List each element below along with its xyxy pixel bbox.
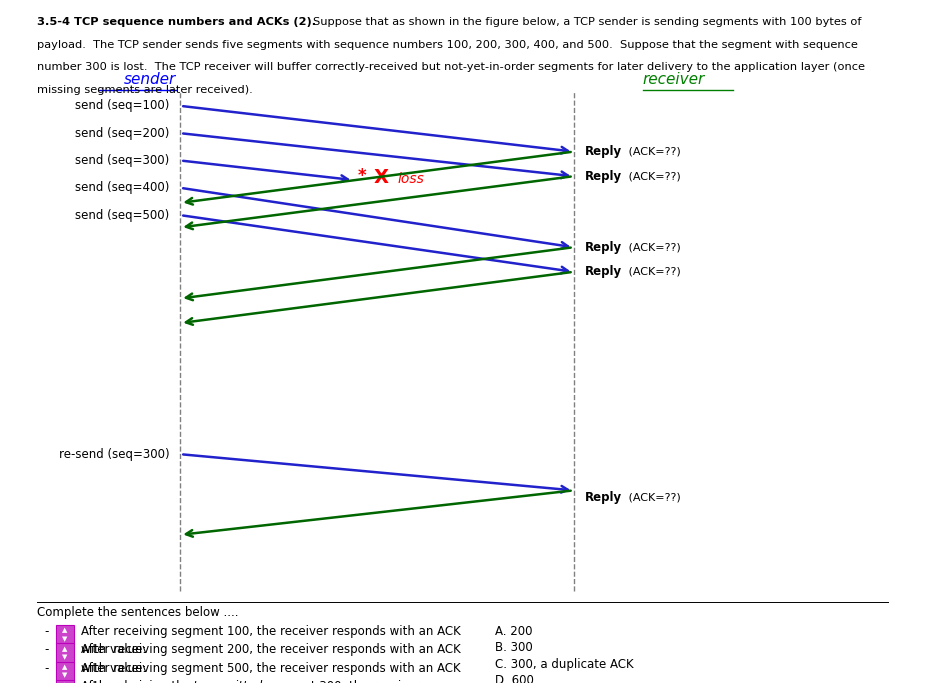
Text: (ACK=??): (ACK=??): [625, 242, 681, 252]
Text: B. 300: B. 300: [495, 641, 533, 654]
Text: -: -: [44, 680, 48, 683]
Text: Suppose that as shown in the figure below, a TCP sender is sending segments with: Suppose that as shown in the figure belo…: [313, 17, 861, 27]
Text: Reply: Reply: [585, 490, 622, 504]
Text: Reply: Reply: [585, 240, 622, 254]
Text: segment 300, the receiver: segment 300, the receiver: [260, 680, 421, 683]
Text: send (seq=200): send (seq=200): [75, 126, 169, 140]
Text: receiver: receiver: [643, 72, 705, 87]
Text: (ACK=??): (ACK=??): [625, 267, 681, 277]
Text: -: -: [44, 662, 48, 675]
Text: -: -: [44, 643, 48, 656]
Text: (ACK=??): (ACK=??): [625, 492, 681, 502]
Text: missing segments are later received).: missing segments are later received).: [37, 85, 253, 95]
Text: -: -: [44, 625, 48, 638]
Text: retransmitted: retransmitted: [181, 680, 263, 683]
Text: Complete the sentences below ....: Complete the sentences below ....: [37, 606, 239, 619]
Text: Reply: Reply: [585, 265, 622, 279]
Text: loss: loss: [398, 171, 425, 186]
Text: (ACK=??): (ACK=??): [625, 147, 681, 156]
Text: sender: sender: [124, 72, 176, 87]
Text: with value:: with value:: [81, 680, 147, 683]
Text: (ACK=??): (ACK=??): [625, 171, 681, 181]
FancyBboxPatch shape: [56, 662, 74, 681]
Text: with value:: with value:: [81, 643, 147, 656]
Text: send (seq=100): send (seq=100): [75, 99, 169, 113]
Text: D. 600: D. 600: [495, 674, 534, 683]
Text: Reply: Reply: [585, 145, 622, 158]
Text: A. 200: A. 200: [495, 625, 533, 638]
Text: payload.  The TCP sender sends five segments with sequence numbers 100, 200, 300: payload. The TCP sender sends five segme…: [37, 40, 857, 50]
Text: *: *: [358, 167, 366, 185]
Text: After receiving the: After receiving the: [81, 680, 195, 683]
Text: C. 300, a duplicate ACK: C. 300, a duplicate ACK: [495, 658, 634, 671]
Text: re-send (seq=300): re-send (seq=300): [58, 447, 169, 461]
Text: Reply: Reply: [585, 169, 622, 183]
Text: X: X: [374, 169, 388, 188]
Text: ▼: ▼: [62, 636, 68, 642]
Text: ▼: ▼: [62, 673, 68, 679]
Text: ▲: ▲: [62, 664, 68, 670]
Text: number 300 is lost.  The TCP receiver will buffer correctly-received but not-yet: number 300 is lost. The TCP receiver wil…: [37, 62, 865, 72]
Text: send (seq=400): send (seq=400): [75, 181, 169, 195]
Text: After receiving segment 200, the receiver responds with an ACK: After receiving segment 200, the receive…: [81, 643, 462, 656]
Text: ▲: ▲: [62, 627, 68, 633]
Text: ▲: ▲: [62, 645, 68, 652]
Text: send (seq=300): send (seq=300): [75, 154, 169, 167]
Text: After receiving segment 500, the receiver responds with an ACK: After receiving segment 500, the receive…: [81, 662, 461, 675]
Text: ▼: ▼: [62, 654, 68, 660]
Text: After receiving segment 100, the receiver responds with an ACK: After receiving segment 100, the receive…: [81, 625, 462, 638]
Text: send (seq=500): send (seq=500): [75, 208, 169, 222]
FancyBboxPatch shape: [56, 625, 74, 644]
FancyBboxPatch shape: [56, 680, 74, 683]
FancyBboxPatch shape: [56, 643, 74, 663]
Text: 3.5-4 TCP sequence numbers and ACKs (2).: 3.5-4 TCP sequence numbers and ACKs (2).: [37, 17, 316, 27]
Text: with value:: with value:: [81, 662, 147, 675]
